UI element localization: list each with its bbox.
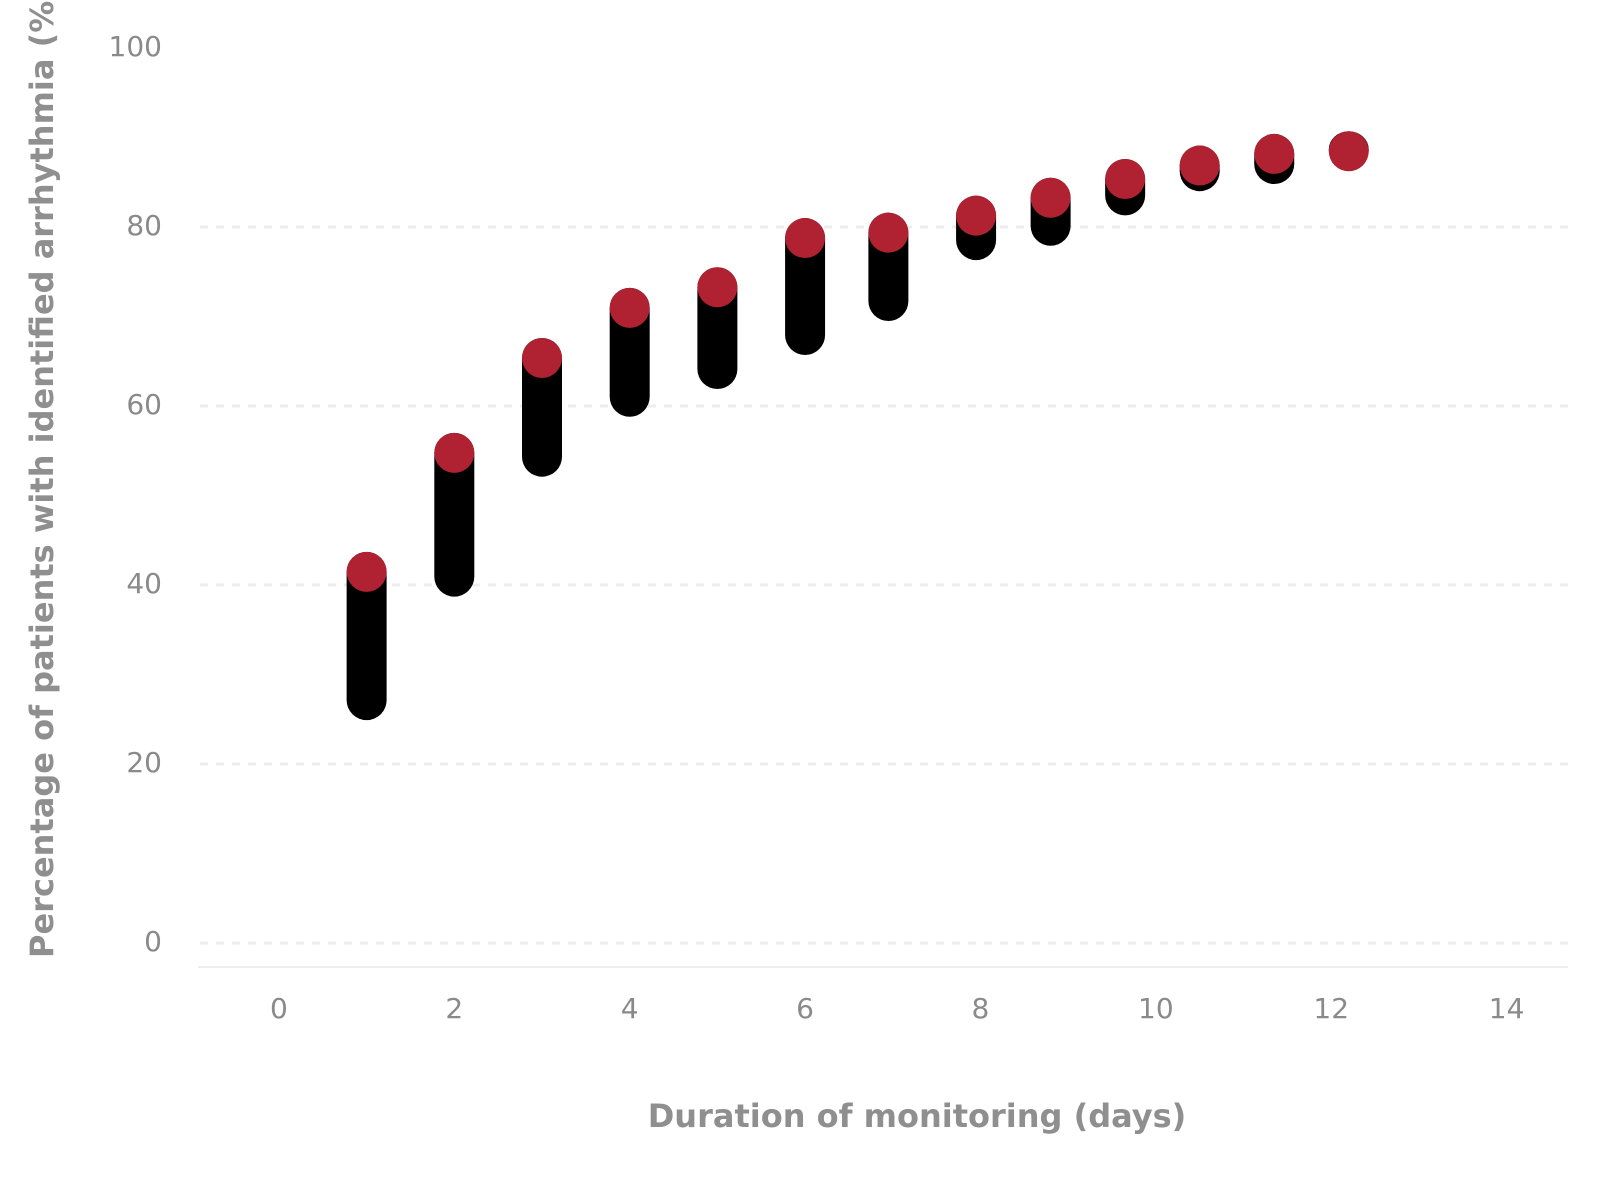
x-tick-label: 12 xyxy=(1313,992,1349,1025)
x-tick-label: 4 xyxy=(621,992,639,1025)
range-cap xyxy=(785,218,826,259)
y-tick-label: 40 xyxy=(126,567,162,600)
y-tick-label: 80 xyxy=(126,209,162,242)
range-cap xyxy=(697,267,738,308)
range-cap xyxy=(1105,158,1146,199)
range-cap xyxy=(1328,131,1369,172)
range-cap xyxy=(434,432,475,473)
range-bar xyxy=(434,432,475,597)
x-tick-label: 8 xyxy=(972,992,990,1025)
range-cap xyxy=(346,551,387,592)
x-tick-label: 6 xyxy=(796,992,814,1025)
range-bar xyxy=(346,551,387,721)
y-tick-label: 60 xyxy=(126,388,162,421)
x-tick-label: 14 xyxy=(1489,992,1525,1025)
range-cap xyxy=(868,212,909,253)
range-cap xyxy=(1030,177,1071,218)
x-axis-title: Duration of monitoring (days) xyxy=(648,1097,1187,1135)
y-tick-label: 100 xyxy=(109,30,162,63)
x-tick-label: 2 xyxy=(445,992,463,1025)
y-axis-title: Percentage of patients with identified a… xyxy=(23,0,61,958)
y-tick-label: 0 xyxy=(144,925,162,958)
range-cap xyxy=(522,337,562,378)
range-cap xyxy=(956,195,997,236)
range-cap xyxy=(1254,133,1295,174)
y-tick-label: 20 xyxy=(126,746,162,779)
range-cap xyxy=(1179,145,1220,186)
x-tick-label: 0 xyxy=(270,992,288,1025)
x-tick-label: 10 xyxy=(1138,992,1174,1025)
range-cap xyxy=(609,287,650,328)
